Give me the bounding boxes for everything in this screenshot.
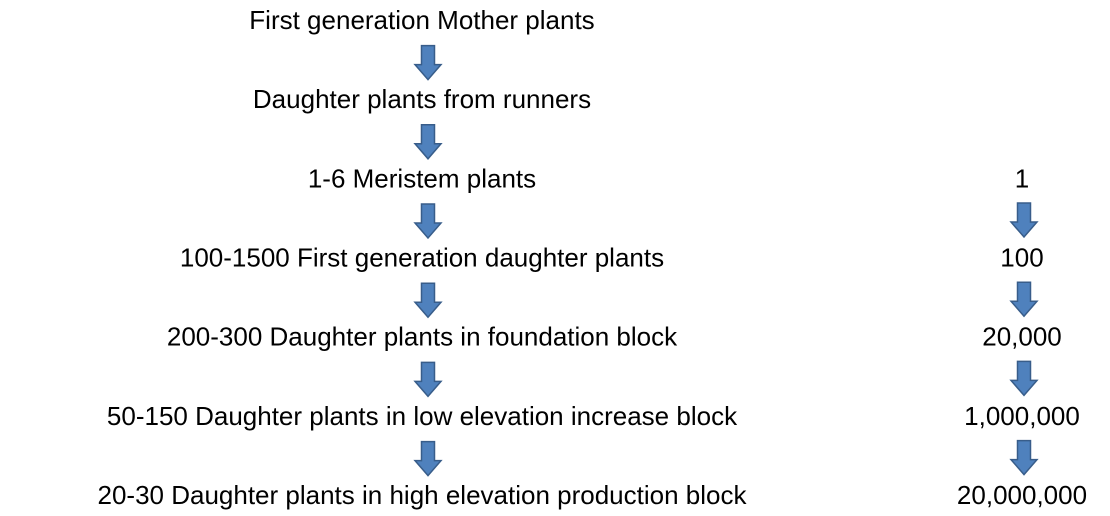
down-arrow <box>413 44 443 81</box>
down-arrow <box>1009 439 1039 476</box>
down-arrow <box>1009 281 1039 318</box>
step-label: 50-150 Daughter plants in low elevation … <box>107 401 738 431</box>
down-arrow <box>1009 202 1039 239</box>
step-label: First generation Mother plants <box>249 5 594 35</box>
step-label: 100-1500 First generation daughter plant… <box>180 242 664 272</box>
step-label: 20-30 Daughter plants in high elevation … <box>98 480 748 510</box>
count-label: 1,000,000 <box>964 401 1080 431</box>
count-label: 100 <box>1000 242 1043 272</box>
count-label: 1 <box>1015 163 1029 193</box>
down-arrow <box>413 203 443 240</box>
step-label: Daughter plants from runners <box>253 84 591 114</box>
down-arrow <box>413 124 443 160</box>
step-label: 1-6 Meristem plants <box>308 163 536 193</box>
down-arrow <box>413 282 443 319</box>
down-arrow <box>413 440 443 477</box>
down-arrow <box>413 361 443 398</box>
step-label: 200-300 Daughter plants in foundation bl… <box>167 322 678 352</box>
count-label: 20,000 <box>982 322 1062 352</box>
down-arrow <box>1009 360 1039 397</box>
count-label: 20,000,000 <box>957 480 1087 510</box>
